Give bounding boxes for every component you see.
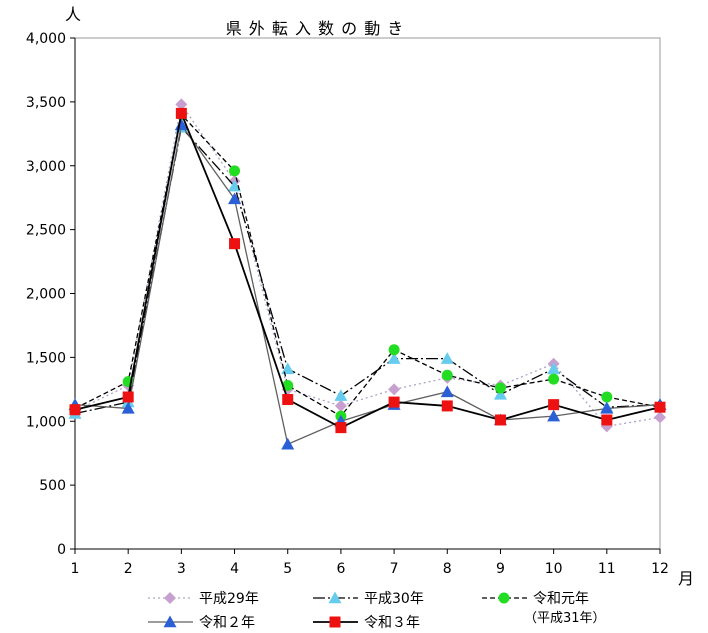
y-axis-ticks: 0 500 1,000 1,500 2,000 2,500 3,000 3,500 4,000 [26, 31, 75, 558]
data-point-marker [387, 352, 401, 364]
legend-entry: 平成29年 [148, 591, 259, 607]
series-line [74, 126, 661, 415]
data-point-marker [334, 389, 348, 401]
x-tick-label: 5 [283, 561, 292, 577]
legend-label: 令和元年 [533, 591, 589, 607]
y-axis-unit-label: 人 [65, 5, 81, 24]
y-tick-label: 3,000 [26, 159, 66, 175]
data-point-marker [441, 369, 453, 381]
x-tick-label: 6 [336, 561, 345, 577]
data-point-marker [334, 399, 347, 412]
data-point-marker [335, 422, 347, 434]
y-tick-label: 2,000 [26, 287, 66, 303]
x-tick-label: 12 [651, 561, 669, 577]
legend-marker-swatch [329, 616, 341, 628]
data-point-marker [600, 401, 614, 414]
data-point-marker [548, 373, 560, 385]
y-tick-label: 1,500 [26, 350, 66, 366]
x-tick-label: 4 [230, 561, 239, 577]
legend-marker-swatch [328, 591, 342, 604]
data-point-marker [175, 107, 187, 119]
data-point-marker [229, 165, 241, 177]
data-point-marker [282, 394, 294, 406]
x-tick-label: 10 [545, 561, 563, 577]
x-tick-label: 1 [71, 561, 80, 577]
legend-entry: 平成30年 [313, 591, 424, 607]
data-point-marker [494, 382, 506, 394]
x-tick-label: 7 [390, 561, 399, 577]
data-point-marker [388, 383, 401, 396]
y-tick-label: 1,000 [26, 414, 66, 430]
data-point-marker [441, 400, 453, 412]
series-layer [68, 98, 667, 450]
data-point-marker [281, 437, 295, 450]
x-axis-unit-label: 月 [678, 569, 694, 588]
data-point-marker [281, 362, 295, 375]
series-line [74, 123, 661, 446]
series-5 [69, 107, 666, 434]
data-point-marker [601, 414, 613, 426]
series-1 [69, 98, 666, 433]
legend-sublabel: （平成31年） [524, 611, 606, 626]
data-point-marker [282, 379, 294, 391]
legend-marker-swatch [163, 615, 177, 628]
data-point-marker [654, 401, 666, 413]
data-point-marker [547, 362, 561, 375]
legend-label: 令和３年 [364, 615, 420, 631]
y-tick-label: 2,500 [26, 223, 66, 239]
data-point-marker [121, 401, 135, 414]
legend-label: 令和２年 [199, 615, 255, 631]
data-point-marker [440, 385, 454, 398]
data-point-marker [69, 404, 81, 416]
plot-area-frame [74, 37, 661, 550]
data-point-marker [493, 387, 507, 400]
data-point-marker [494, 414, 506, 426]
data-point-marker [228, 179, 242, 192]
x-tick-label: 2 [124, 561, 133, 577]
legend: 平成29年 平成30年 令和元年 （平成31年） 令和２年 令和３年 [148, 591, 606, 631]
y-tick-label: 4,000 [26, 31, 66, 47]
series-line [74, 102, 661, 428]
data-point-marker [440, 352, 454, 364]
y-tick-label: 3,500 [26, 95, 66, 111]
data-point-marker [601, 391, 613, 403]
series-2 [68, 120, 667, 419]
x-tick-label: 3 [177, 561, 186, 577]
legend-entry: 令和元年 （平成31年） [482, 591, 606, 626]
x-tick-label: 9 [496, 561, 505, 577]
chart-title: 県 外 転 入 数 の 動 き [226, 19, 405, 38]
legend-label: 平成29年 [199, 591, 259, 607]
x-tick-label: 8 [443, 561, 452, 577]
series-4 [68, 118, 667, 450]
series-line [74, 110, 661, 429]
legend-label: 平成30年 [364, 591, 424, 607]
data-point-marker [388, 344, 400, 356]
x-axis-ticks: 1 2 3 4 5 6 7 8 9 10 11 12 [71, 549, 669, 577]
data-point-marker [229, 238, 241, 250]
legend-entry: 令和２年 [148, 615, 255, 631]
data-point-marker [654, 411, 666, 424]
data-point-marker [228, 192, 242, 205]
y-tick-label: 0 [57, 542, 66, 558]
data-point-marker [388, 396, 400, 408]
data-point-marker [548, 399, 560, 411]
legend-marker-swatch [498, 592, 510, 604]
series-line [74, 113, 661, 417]
data-point-marker [547, 409, 561, 422]
series-3 [69, 109, 666, 422]
x-tick-label: 11 [598, 561, 616, 577]
y-tick-label: 500 [39, 478, 66, 494]
legend-entry: 令和３年 [313, 615, 420, 631]
data-point-marker [122, 391, 134, 403]
legend-marker-swatch [164, 592, 176, 604]
data-point-marker [175, 98, 188, 111]
